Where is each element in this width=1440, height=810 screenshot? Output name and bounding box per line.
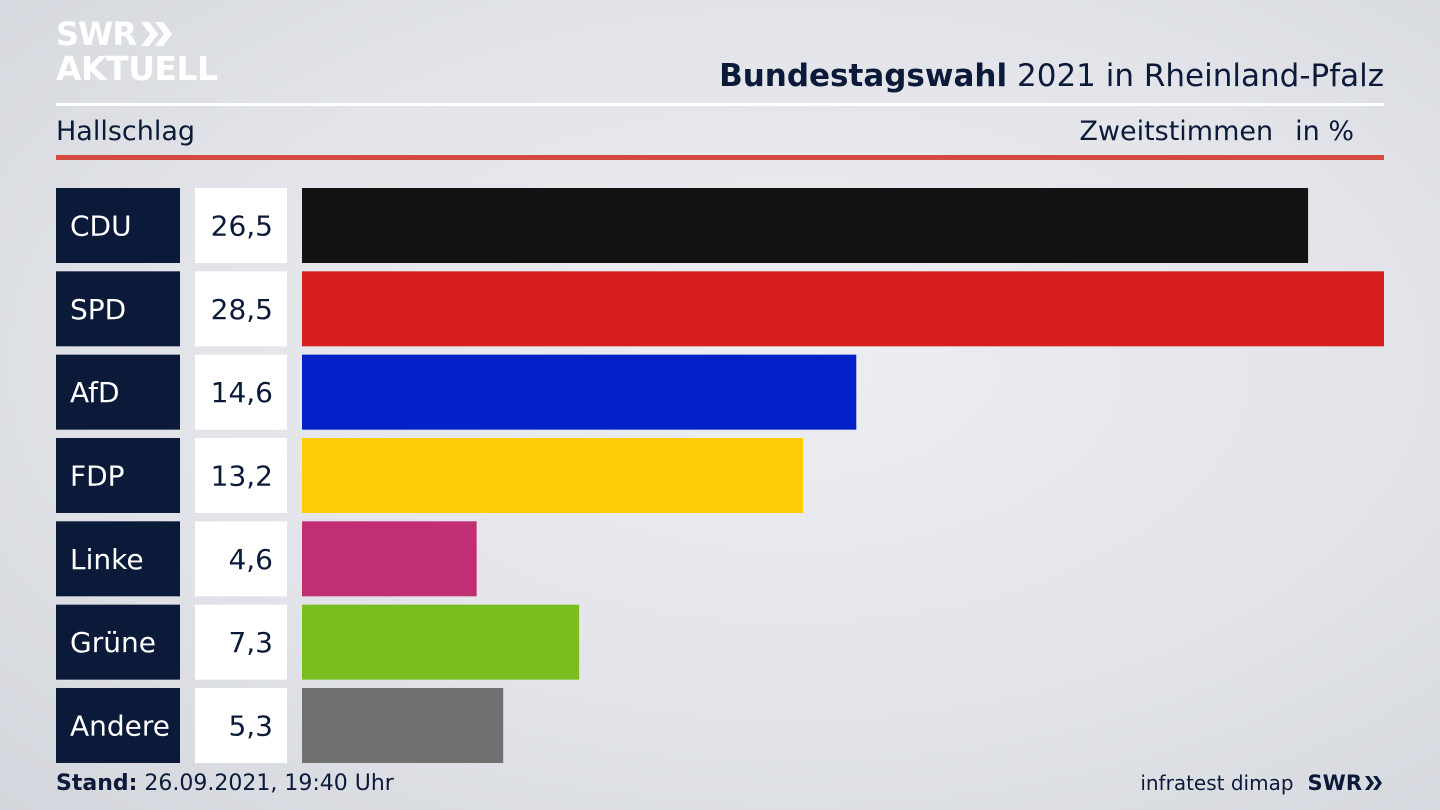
value-label: 28,5 (211, 293, 273, 326)
party-label-box (56, 687, 180, 763)
value-label: 5,3 (228, 709, 273, 742)
accent-divider (56, 155, 1384, 160)
double-chevron-icon (1365, 776, 1382, 790)
value-label-box (195, 687, 287, 763)
stand-value: 26.09.2021, 19:40 Uhr (144, 771, 394, 796)
party-label-box (56, 354, 180, 430)
value-label-box (195, 521, 287, 597)
party-label-box (56, 188, 180, 263)
value-label-box (195, 354, 287, 430)
logo-line-2: AKTUELL (56, 49, 218, 88)
value-label-box (195, 437, 287, 513)
value-label-box (195, 271, 287, 347)
measure-label: Zweitstimmen in % (1079, 116, 1354, 147)
party-label: CDU (70, 210, 132, 243)
bar-grüne (302, 604, 580, 680)
swr-aktuell-logo: SWR AKTUELL (56, 18, 218, 85)
value-label-box (195, 604, 287, 680)
title-rest: 2021 in Rheinland-Pfalz (1017, 58, 1384, 94)
party-label-box (56, 271, 180, 347)
value-label: 7,3 (228, 626, 273, 659)
stand-label: Stand: (56, 771, 138, 796)
unit-text: in % (1295, 116, 1354, 147)
value-label: 4,6 (228, 543, 273, 576)
party-label: FDP (70, 459, 125, 492)
bar-linke (302, 521, 477, 597)
value-label: 26,5 (211, 210, 273, 243)
page-title: Bundestagswahl 2021 in Rheinland-Pfalz (719, 58, 1384, 94)
source-label: infratest dimap (1140, 771, 1294, 795)
value-label-box (195, 188, 287, 263)
value-label: 14,6 (211, 376, 273, 409)
bar-afd (302, 354, 857, 430)
party-label-box (56, 604, 180, 680)
party-label: Andere (70, 709, 170, 742)
logo-line-1: SWR (56, 15, 137, 53)
swr-brand-text: SWR (1307, 771, 1362, 795)
party-label: AfD (70, 376, 120, 409)
title-bold: Bundestagswahl (719, 58, 1008, 94)
party-label-box (56, 437, 180, 513)
party-label-box (56, 521, 180, 597)
location-label: Hallschlag (56, 116, 196, 147)
bar-fdp (302, 437, 804, 513)
timestamp: Stand: 26.09.2021, 19:40 Uhr (56, 771, 394, 796)
bar-andere (302, 687, 504, 763)
source-credit: infratest dimap SWR (1140, 771, 1384, 795)
value-label: 13,2 (211, 459, 273, 492)
swr-brand: SWR (1308, 771, 1384, 795)
measure-text: Zweitstimmen (1079, 116, 1274, 147)
party-label: Grüne (70, 626, 156, 659)
bar-spd (302, 271, 1384, 347)
header-divider (56, 103, 1384, 106)
double-chevron-icon (140, 20, 174, 48)
party-label: Linke (70, 543, 144, 576)
bar-cdu (302, 188, 1309, 263)
party-label: SPD (70, 293, 126, 326)
